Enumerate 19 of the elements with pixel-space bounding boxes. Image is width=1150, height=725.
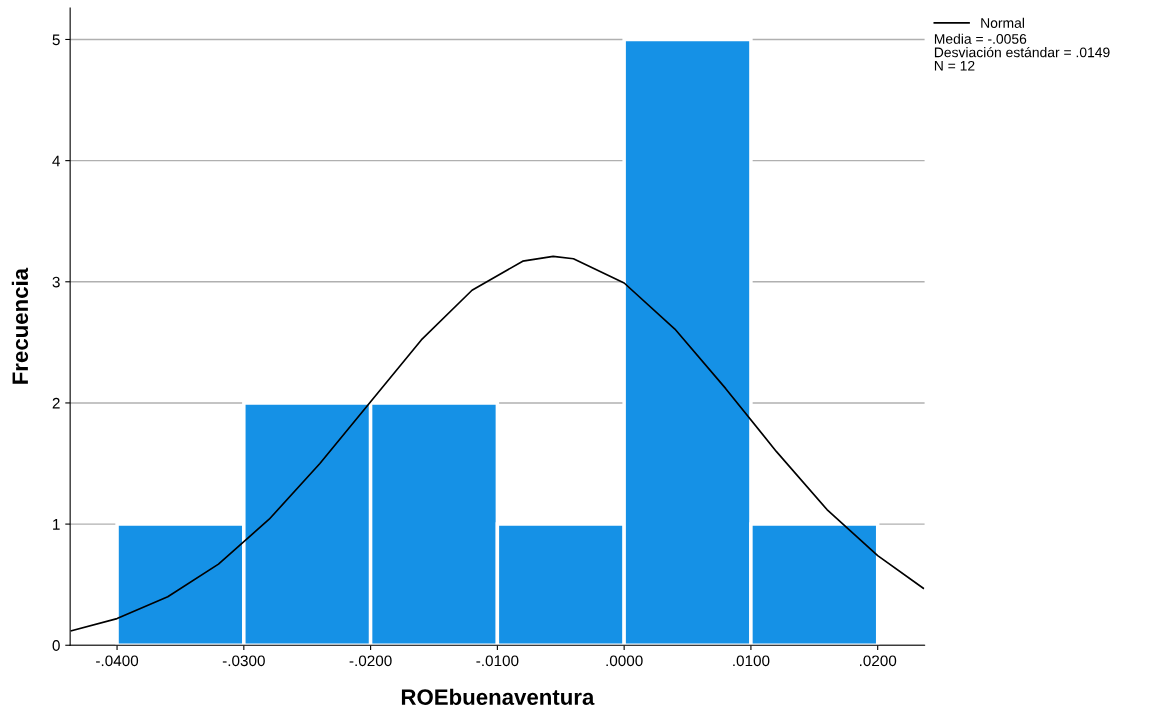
text: Desviación estándar = .0149 <box>934 46 1110 58</box>
x-tick-label: .0100 <box>733 655 770 667</box>
x-tick-label: -.0300 <box>222 655 265 667</box>
x-tick-label: -.0400 <box>96 655 139 667</box>
x-tick-label: .0000 <box>606 655 643 667</box>
y-tick-label: 3 <box>52 276 60 288</box>
y-tick-label: 5 <box>52 34 60 46</box>
x-axis-title: ROEbuenaventura <box>401 688 595 705</box>
y-tick-label: 2 <box>52 397 60 409</box>
y-tick-label: 4 <box>52 155 60 167</box>
x-tick-label: .0200 <box>859 655 897 667</box>
legend-label: Normal <box>981 17 1024 28</box>
y-tick-label: 1 <box>53 519 60 530</box>
text: Media = -.0056 <box>934 33 1027 44</box>
y-axis-title: Frecuencia <box>11 267 29 384</box>
x-tick-label: -.0100 <box>476 655 519 667</box>
x-tick-label: -.0200 <box>349 655 392 667</box>
y-tick-label: 0 <box>52 640 60 651</box>
text: N = 12 <box>934 60 975 71</box>
